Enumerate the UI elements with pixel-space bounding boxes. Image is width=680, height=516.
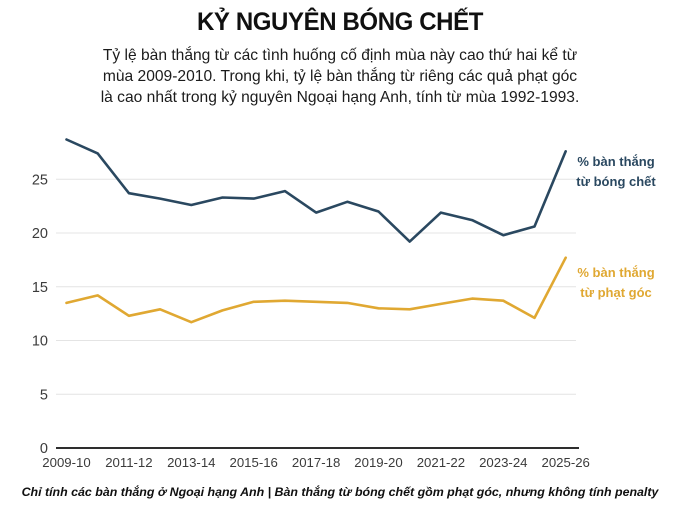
y-tick-label: 20 [32, 226, 48, 242]
series-label-corner-line-1: % bàn thắng [577, 265, 655, 280]
chart-title: KỶ NGUYÊN BÓNG CHẾT [196, 8, 484, 36]
series-line-0 [65, 138, 568, 243]
chart-subtitle: Tỷ lệ bàn thắng từ các tình huống cố địn… [0, 45, 680, 108]
footnote: Chỉ tính các bàn thắng ở Ngoại hạng Anh … [21, 485, 659, 499]
y-tick-label: 5 [40, 387, 48, 403]
subtitle-line-2: mùa 2009-2010. Trong khi, tỷ lệ bàn thắn… [102, 68, 578, 85]
series-label-set-piece-line-2: từ bóng chết [576, 174, 656, 189]
line-chart: 0 5 10 15 20 25 2009-10 2011-12 2013-14 2015-16 20… [32, 138, 590, 470]
series-label-corner: % bàn thắng từ phạt góc [560, 263, 672, 303]
x-tick-label: 2013-14 [167, 455, 215, 470]
x-tick-label: 2021-22 [417, 455, 465, 470]
y-tick-label: 15 [32, 280, 48, 296]
x-tick-label: 2015-16 [229, 455, 277, 470]
x-tick-label: 2023-24 [479, 455, 527, 470]
x-tick-label: 2019-20 [354, 455, 402, 470]
x-tick-label: 2017-18 [292, 455, 340, 470]
y-tick-label: 0 [40, 441, 48, 457]
subtitle-line-1: Tỷ lệ bàn thắng từ các tình huống cố địn… [102, 47, 578, 64]
series-label-corner-line-2: từ phạt góc [580, 285, 652, 300]
x-tick-label: 2011-12 [105, 455, 152, 470]
series-line-1 [65, 256, 568, 324]
y-tick-label: 25 [32, 172, 48, 188]
subtitle-line-3: là cao nhất trong kỷ nguyên Ngoại hạng A… [100, 89, 580, 106]
x-tick-label: 2025-26 [541, 455, 589, 470]
series-label-set-piece-line-1: % bàn thắng [577, 154, 655, 169]
x-tick-label: 2009-10 [42, 455, 90, 470]
series-label-set-piece: % bàn thắng từ bóng chết [560, 152, 672, 192]
y-tick-label: 10 [32, 334, 48, 350]
